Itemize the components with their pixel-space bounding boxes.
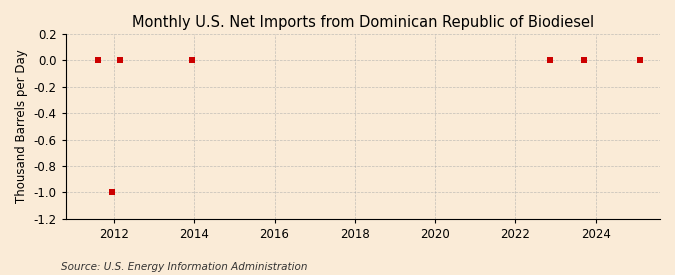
Title: Monthly U.S. Net Imports from Dominican Republic of Biodiesel: Monthly U.S. Net Imports from Dominican … [132, 15, 594, 30]
Y-axis label: Thousand Barrels per Day: Thousand Barrels per Day [15, 50, 28, 203]
Text: Source: U.S. Energy Information Administration: Source: U.S. Energy Information Administ… [61, 262, 307, 271]
